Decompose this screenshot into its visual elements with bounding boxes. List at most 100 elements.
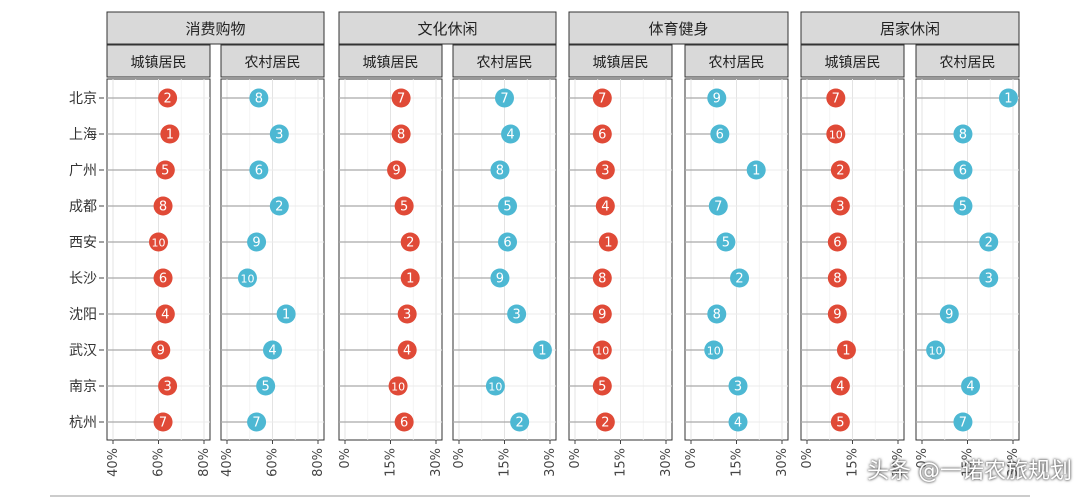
x-tick-label: 0% (915, 448, 930, 469)
rank-label: 9 (598, 308, 606, 323)
lollipop-point (276, 304, 296, 324)
lollipop-point (490, 160, 510, 180)
rank-label: 5 (959, 200, 967, 215)
x-tick-label: 60% (266, 448, 281, 477)
rank-label: 1 (1004, 92, 1012, 107)
rank-label: 8 (713, 308, 721, 323)
facet-group-label: 农村居民 (477, 55, 533, 71)
facet-strip (106, 44, 211, 78)
city-label: 成都 (69, 199, 97, 215)
rank-label: 2 (985, 236, 993, 251)
rank-label: 8 (598, 272, 606, 287)
x-tick-label: 15% (614, 448, 629, 477)
rank-label: 7 (159, 416, 167, 431)
rank-label: 5 (836, 416, 844, 431)
lollipop-point (256, 376, 276, 396)
city-label: 沈阳 (69, 307, 97, 323)
rank-label: 10 (829, 129, 843, 142)
rank-label: 10 (488, 381, 502, 394)
rank-label: 6 (503, 236, 511, 251)
rank-label: 5 (722, 236, 730, 251)
rank-label: 7 (832, 92, 840, 107)
lollipop-point (391, 124, 411, 144)
lollipop-point (707, 304, 727, 324)
x-tick-label: 0% (452, 448, 467, 469)
facet-strip (684, 44, 789, 78)
rank-label: 2 (275, 200, 283, 215)
rank-label: 4 (836, 380, 844, 395)
rank-label: 6 (959, 164, 967, 179)
x-tick-label: 15% (498, 448, 513, 477)
lollipop-point (160, 124, 180, 144)
rank-label: 7 (500, 92, 508, 107)
facet-strip (220, 44, 325, 78)
lollipop-point (953, 196, 973, 216)
lollipop-point (708, 196, 728, 216)
city-label: 北京 (69, 91, 97, 107)
rank-label: 6 (598, 128, 606, 143)
lollipop-point (400, 268, 420, 288)
rank-label: 1 (604, 236, 612, 251)
rank-label: 3 (836, 200, 844, 215)
rank-label: 9 (945, 308, 953, 323)
facet-category-label: 居家休闲 (880, 20, 940, 38)
rank-label: 3 (601, 164, 609, 179)
lollipop-point (158, 376, 178, 396)
x-tick-label: 30% (775, 448, 790, 477)
lollipop-point (827, 268, 847, 288)
lollipop-point (836, 340, 856, 360)
rank-label: 5 (262, 380, 270, 395)
rank-label: 10 (595, 345, 609, 358)
rank-label: 8 (255, 92, 263, 107)
facet-strip (915, 44, 1020, 78)
rank-label: 10 (391, 381, 405, 394)
lollipop-point (501, 124, 521, 144)
rank-label: 3 (403, 308, 411, 323)
facet-strip (800, 44, 905, 78)
rank-label: 10 (929, 345, 943, 358)
city-label: 广州 (69, 163, 97, 179)
rank-label: 8 (397, 128, 405, 143)
lollipop-point (746, 160, 766, 180)
x-tick-label: 60% (152, 448, 167, 477)
rank-label: 5 (161, 164, 169, 179)
rank-label: 9 (713, 92, 721, 107)
rank-label: 6 (833, 236, 841, 251)
lollipop-point (498, 232, 518, 252)
x-tick-label: 30% (891, 448, 906, 477)
lollipop-point (249, 160, 269, 180)
lollipop-point (153, 412, 173, 432)
rank-label: 9 (392, 164, 400, 179)
facet-group-label: 城镇居民 (131, 55, 187, 71)
rank-label: 6 (716, 128, 724, 143)
facet-group-label: 城镇居民 (825, 55, 881, 71)
rank-label: 1 (166, 128, 174, 143)
city-label: 上海 (69, 127, 97, 143)
rank-label: 2 (163, 92, 171, 107)
lollipop-point (598, 232, 618, 252)
rank-label: 4 (506, 128, 514, 143)
lollipop-point (827, 304, 847, 324)
rank-label: 1 (282, 308, 290, 323)
x-tick-label: 40% (220, 448, 235, 477)
lollipop-point (592, 124, 612, 144)
city-label: 西安 (69, 235, 97, 251)
lollipop-point (155, 160, 175, 180)
lollipop-point (592, 376, 612, 396)
lollipop-point (391, 88, 411, 108)
lollipop-point (953, 160, 973, 180)
lollipop-point (263, 340, 282, 360)
rank-label: 9 (252, 236, 260, 251)
rank-label: 10 (707, 345, 721, 358)
lollipop-point (728, 412, 748, 432)
facet-strip (800, 11, 1020, 45)
facet-category-label: 消费购物 (185, 20, 245, 38)
facet-group-label: 农村居民 (245, 55, 301, 71)
rank-label: 3 (275, 128, 283, 143)
lollipop-point (510, 412, 530, 432)
rank-label: 2 (601, 416, 609, 431)
lollipop-point (830, 376, 850, 396)
x-tick-label: 40% (106, 448, 121, 477)
lollipop-point (397, 304, 417, 324)
